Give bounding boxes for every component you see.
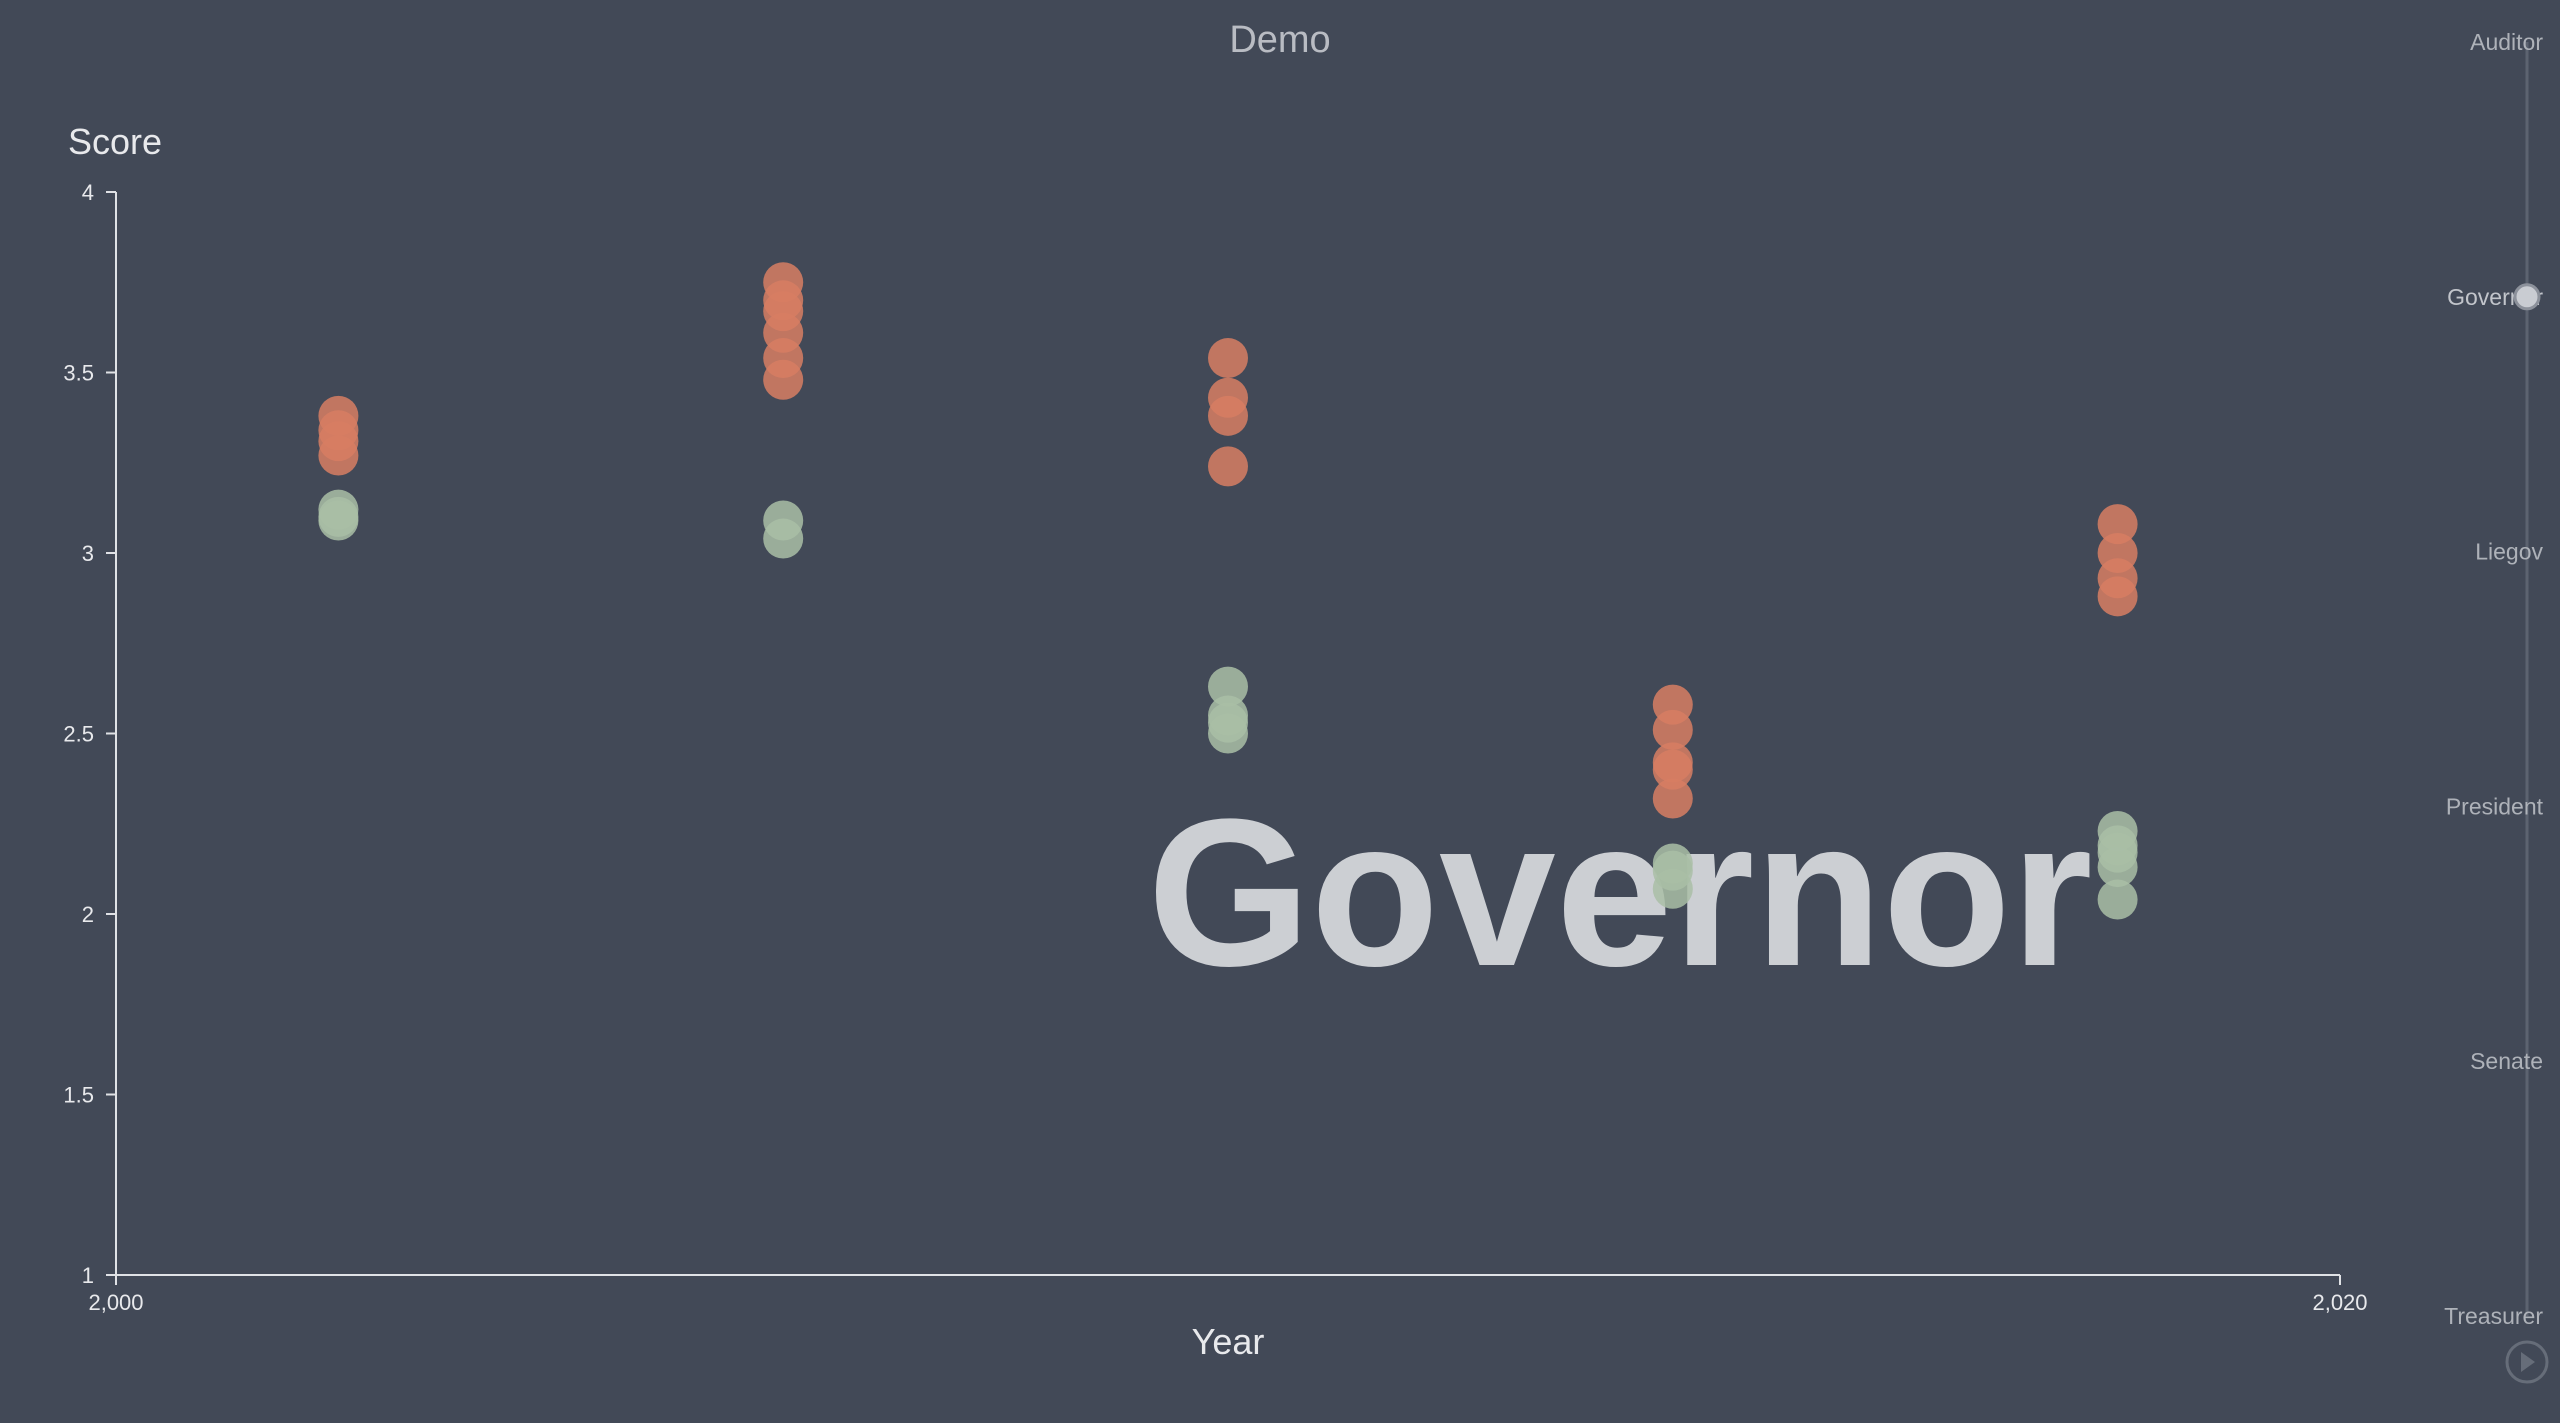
x-axis-label: Year (1192, 1321, 1265, 1362)
timeline-item-president[interactable]: President (2446, 793, 2544, 819)
timeline-item-senate[interactable]: Senate (2470, 1048, 2543, 1074)
play-button[interactable] (2505, 1340, 2549, 1384)
x-tick-label: 2,020 (2312, 1290, 2367, 1315)
y-tick-label: 2.5 (63, 722, 94, 747)
data-point-series-1[interactable] (318, 500, 359, 541)
y-tick-label: 1 (82, 1263, 94, 1288)
timeline-item-liegov[interactable]: Liegov (2475, 539, 2543, 565)
watermark-label: Governor (1147, 775, 2092, 1010)
data-point-series-1[interactable] (1652, 868, 1693, 909)
data-point-series-0[interactable] (1208, 446, 1248, 487)
data-point-series-0[interactable] (763, 359, 804, 400)
x-axis-ticks: 2,000 2,020 (88, 1275, 2368, 1315)
y-tick-label: 4 (82, 180, 94, 205)
timeline-handle[interactable] (2513, 283, 2541, 311)
data-point-series-0[interactable] (2097, 576, 2138, 617)
data-point-series-0[interactable] (318, 435, 359, 476)
data-point-series-0[interactable] (1652, 709, 1693, 750)
data-point-series-1[interactable] (2097, 879, 2138, 920)
data-point-series-1[interactable] (1208, 666, 1248, 707)
data-point-series-0[interactable] (1652, 778, 1693, 819)
y-tick-label: 3 (82, 541, 94, 566)
timeline-labels: AuditorGovernorLiegovPresidentSenateTrea… (2444, 29, 2543, 1329)
timeline[interactable]: AuditorGovernorLiegovPresidentSenateTrea… (2444, 29, 2549, 1384)
data-point-series-1[interactable] (2097, 847, 2138, 888)
timeline-item-treasurer[interactable]: Treasurer (2444, 1303, 2543, 1329)
data-points (318, 262, 2138, 920)
chart-title: Demo (1229, 19, 1330, 61)
y-tick-label: 1.5 (63, 1083, 94, 1108)
y-tick-label: 3.5 (63, 361, 94, 386)
data-point-series-1[interactable] (1208, 713, 1248, 754)
data-point-series-0[interactable] (1652, 749, 1693, 790)
data-point-series-1[interactable] (763, 518, 804, 559)
data-point-series-0[interactable] (2097, 504, 2138, 545)
timeline-item-auditor[interactable]: Auditor (2470, 29, 2543, 55)
data-point-series-0[interactable] (1208, 338, 1248, 379)
data-point-series-0[interactable] (1208, 395, 1248, 436)
y-axis-ticks: 1 1.5 2 2.5 3 3.5 4 (63, 180, 116, 1288)
play-icon-glyph (2521, 1352, 2535, 1372)
y-tick-label: 2 (82, 902, 94, 927)
y-axis-label: Score (68, 121, 162, 162)
play-icon[interactable] (2505, 1340, 2549, 1384)
x-tick-label: 2,000 (88, 1290, 143, 1315)
